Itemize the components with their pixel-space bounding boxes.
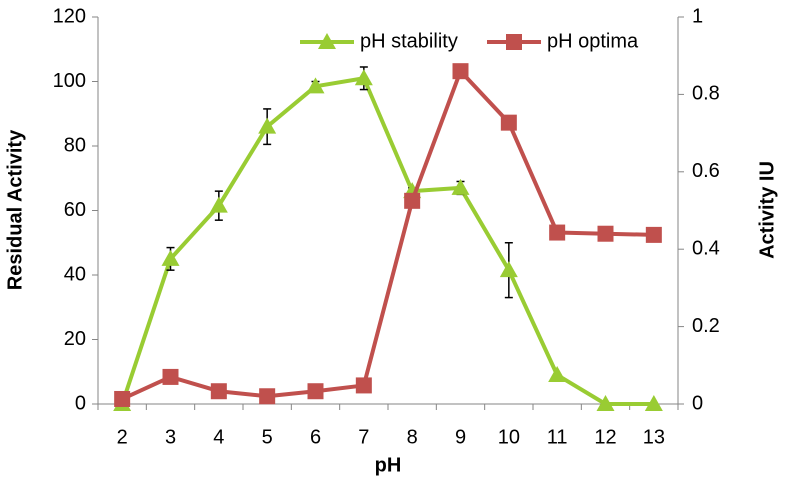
legend-marker: [318, 33, 336, 49]
data-point: [644, 395, 663, 411]
y-axis-label: Residual Activity: [4, 129, 26, 290]
x-tick-label: 4: [213, 426, 224, 448]
data-point: [549, 224, 566, 241]
data-point: [210, 383, 227, 400]
series-line: [121, 69, 654, 401]
data-point: [451, 178, 470, 195]
y-tick-label: 0: [75, 392, 86, 414]
y2-tick-label: 1: [692, 5, 703, 27]
x-tick-label: 12: [594, 426, 616, 448]
data-point: [161, 249, 180, 266]
data-point: [354, 69, 373, 86]
data-point: [114, 390, 131, 407]
y-tick-label: 40: [64, 263, 86, 285]
x-tick-label: 3: [165, 426, 176, 448]
data-point: [306, 77, 325, 94]
x-tick-label: 5: [262, 426, 273, 448]
data-point: [209, 196, 228, 213]
series-line: [120, 76, 654, 406]
legend-marker: [506, 34, 522, 50]
y-tick-label: 100: [53, 70, 86, 92]
data-point: [597, 225, 614, 242]
data-point: [500, 114, 517, 131]
x-axis-label: pH: [375, 454, 402, 476]
data-point: [645, 226, 662, 243]
y-tick-label: 60: [64, 199, 86, 221]
legend-label: pH optima: [547, 30, 639, 52]
x-tick-label: 11: [547, 426, 568, 448]
data-point: [404, 192, 421, 209]
data-point: [499, 261, 518, 278]
y-tick-label: 120: [53, 5, 86, 27]
y2-tick-label: 0.6: [692, 160, 720, 182]
data-point: [162, 368, 179, 385]
legend-label: pH stability: [360, 30, 458, 52]
data-point: [258, 117, 277, 134]
data-point: [548, 365, 567, 382]
x-tick-label: 6: [310, 426, 321, 448]
data-point: [259, 388, 276, 405]
y2-tick-label: 0.8: [692, 83, 720, 105]
x-tick-label: 10: [498, 426, 520, 448]
data-point: [452, 63, 469, 80]
data-point: [355, 377, 372, 394]
x-tick-label: 13: [643, 426, 665, 448]
y-tick-label: 80: [64, 134, 86, 156]
x-tick-label: 2: [117, 426, 128, 448]
x-tick-label: 9: [455, 426, 466, 448]
data-point: [307, 383, 324, 400]
y-tick-label: 20: [64, 328, 86, 350]
y2-tick-label: 0.4: [692, 237, 720, 259]
x-tick-label: 7: [358, 426, 369, 448]
data-point: [596, 395, 615, 411]
y2-axis-label: Activity IU: [756, 161, 778, 259]
y2-tick-label: 0: [692, 392, 703, 414]
x-tick-label: 8: [407, 426, 418, 448]
y2-tick-label: 0.2: [692, 315, 720, 337]
